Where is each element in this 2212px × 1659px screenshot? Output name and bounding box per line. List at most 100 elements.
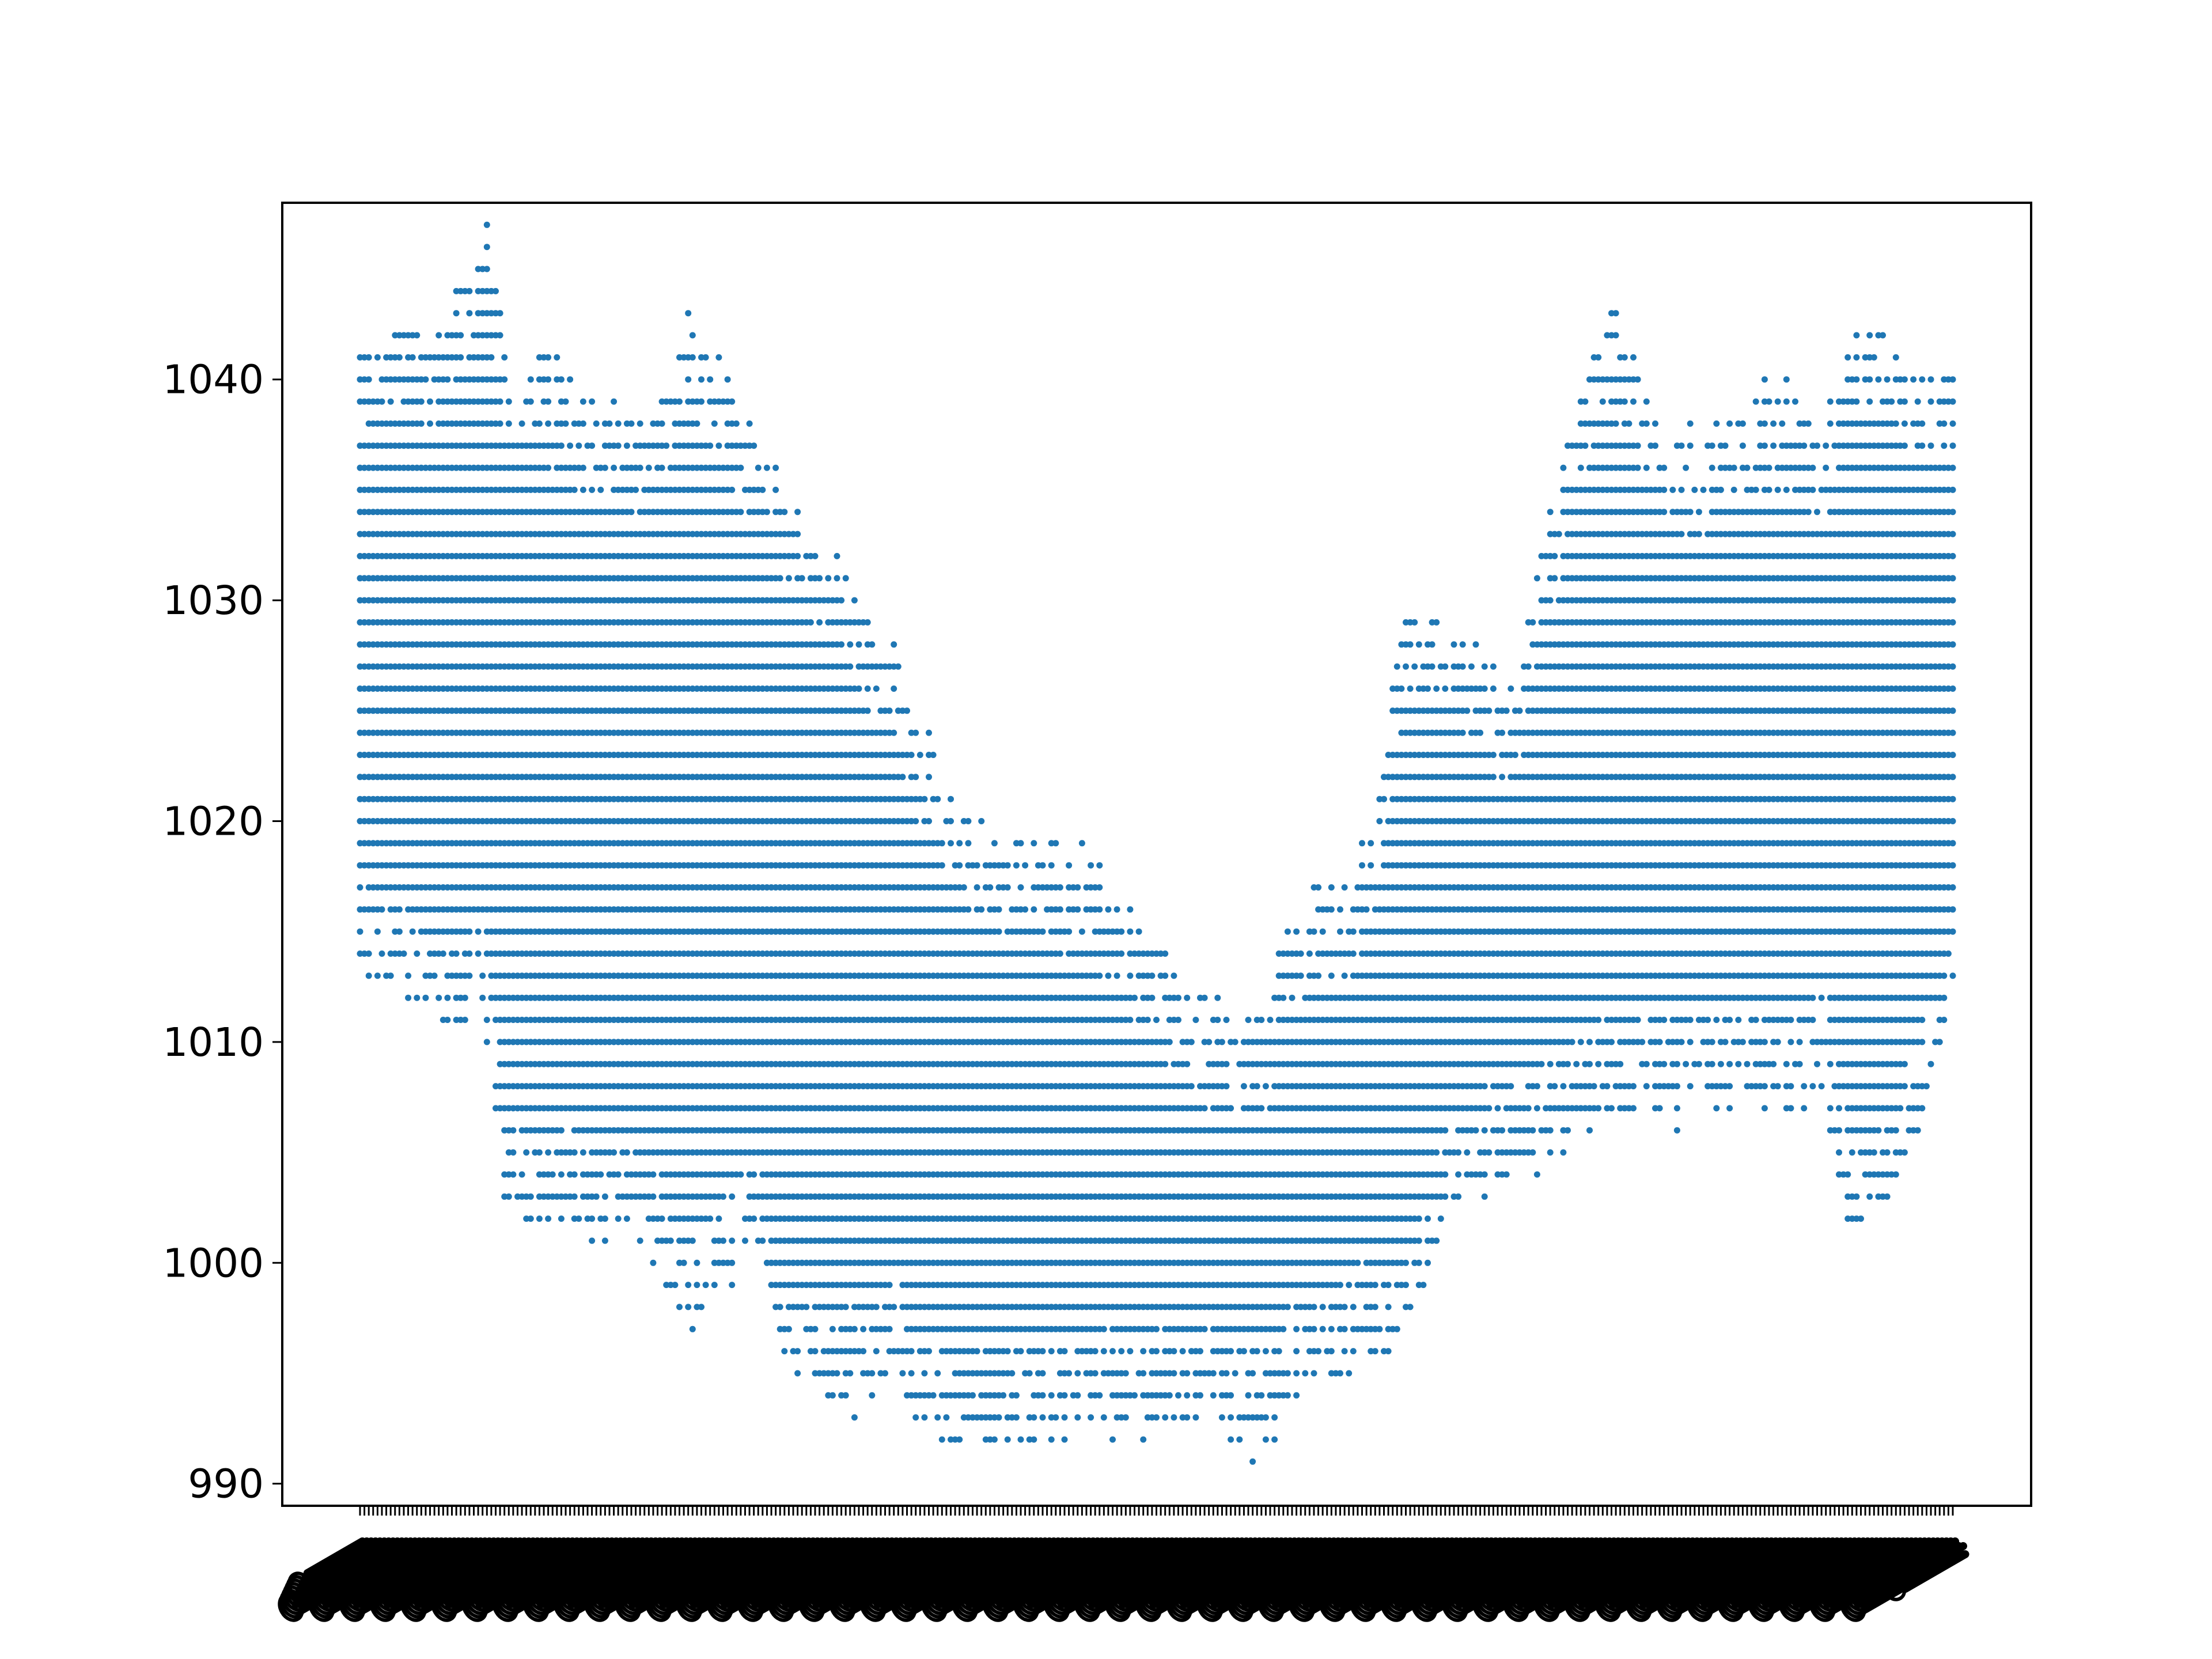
data-point [938, 862, 945, 869]
data-point [518, 1171, 525, 1178]
data-point [763, 464, 770, 471]
data-point [357, 729, 363, 736]
data-point [370, 707, 377, 714]
data-point [405, 906, 412, 913]
data-point [834, 575, 840, 582]
data-point [405, 641, 412, 648]
data-point [567, 442, 574, 449]
data-point [374, 818, 381, 824]
data-point [899, 1370, 906, 1377]
data-point [431, 707, 438, 714]
data-point [444, 884, 451, 891]
data-point [374, 884, 381, 891]
data-point [370, 552, 377, 559]
data-point [435, 531, 442, 537]
data-point [387, 707, 394, 714]
data-point [479, 509, 486, 516]
data-point [435, 619, 442, 626]
data-point [466, 597, 473, 604]
data-point [483, 752, 490, 758]
data-point [1022, 862, 1029, 869]
data-point [869, 1370, 876, 1377]
data-point [457, 707, 464, 714]
data-point [422, 575, 429, 582]
data-point [711, 1282, 718, 1289]
data-point [685, 1282, 692, 1289]
data-point [908, 1348, 915, 1355]
data-point [418, 840, 425, 847]
data-point [453, 906, 460, 913]
data-point [387, 619, 394, 626]
data-point [479, 597, 486, 604]
data-point [479, 972, 486, 979]
data-point [488, 310, 495, 317]
data-point [409, 884, 416, 891]
data-point [409, 398, 416, 405]
data-point [934, 1370, 941, 1377]
data-point [536, 420, 543, 427]
data-point [374, 729, 381, 736]
data-point [471, 685, 477, 692]
data-point [479, 752, 486, 758]
data-point [449, 531, 455, 537]
data-point [435, 398, 442, 405]
data-point [453, 729, 460, 736]
data-point [396, 509, 403, 516]
data-point [527, 376, 534, 383]
data-point [449, 575, 455, 582]
data-point [645, 464, 652, 471]
data-point [589, 1237, 596, 1244]
data-point [461, 509, 468, 516]
data-point [471, 729, 477, 736]
data-point [400, 486, 407, 493]
data-point [392, 928, 399, 935]
data-point [471, 509, 477, 516]
data-point [579, 486, 586, 493]
data-point [374, 663, 381, 670]
data-point [370, 840, 377, 847]
data-point [400, 575, 407, 582]
data-point [383, 531, 390, 537]
data-point [365, 818, 372, 824]
data-point [1000, 1392, 1007, 1399]
data-point [545, 376, 552, 383]
data-point [497, 420, 503, 427]
data-point [457, 420, 464, 427]
data-point [461, 707, 468, 714]
data-point [628, 509, 635, 516]
data-point [365, 972, 372, 979]
data-point [365, 531, 372, 537]
data-point [554, 354, 560, 361]
data-point [457, 928, 464, 935]
data-point [475, 729, 482, 736]
data-point [370, 752, 377, 758]
data-point [1022, 906, 1029, 913]
data-point [422, 729, 429, 736]
data-point [479, 552, 486, 559]
data-point [435, 486, 442, 493]
data-point [579, 420, 586, 427]
data-point [536, 1215, 543, 1222]
data-point [405, 420, 412, 427]
data-point [422, 906, 429, 913]
data-point [374, 685, 381, 692]
data-point [427, 928, 433, 935]
data-point [418, 818, 425, 824]
data-point [527, 1215, 534, 1222]
data-point [461, 685, 468, 692]
data-point [457, 619, 464, 626]
data-point [405, 354, 412, 361]
data-point [493, 1083, 499, 1090]
data-point [392, 486, 399, 493]
data-point [357, 641, 363, 648]
data-point [711, 420, 718, 427]
data-point [895, 663, 902, 670]
data-point [370, 774, 377, 781]
data-point [707, 376, 714, 383]
data-point [422, 685, 429, 692]
data-point [444, 531, 451, 537]
data-point [558, 1171, 565, 1178]
data-point [440, 486, 446, 493]
data-point [361, 597, 368, 604]
data-point [444, 994, 451, 1001]
